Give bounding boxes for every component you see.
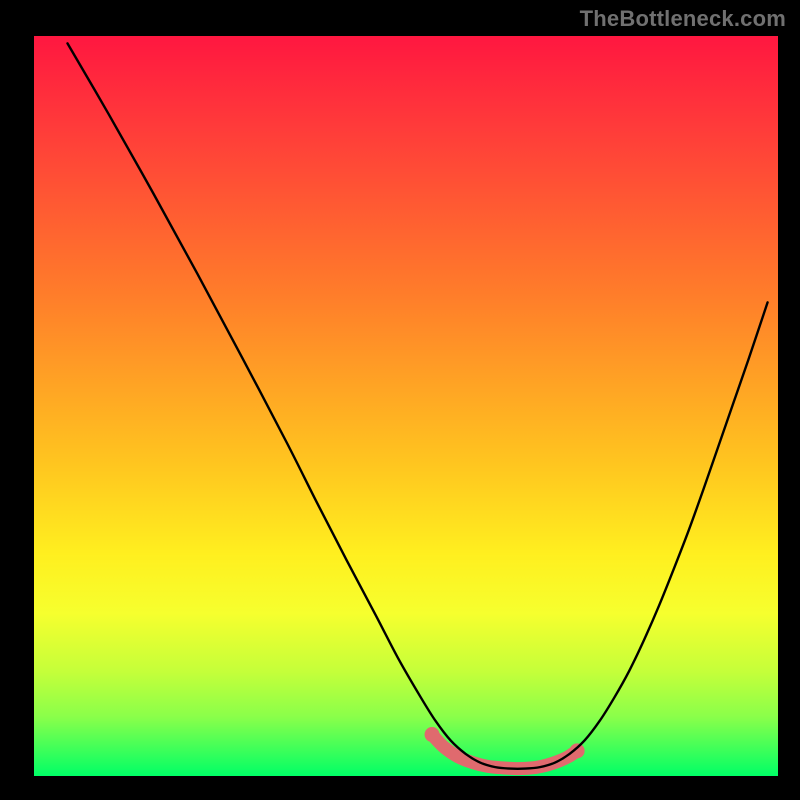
bottleneck-curve: [67, 43, 767, 768]
curve-layer: [0, 0, 800, 800]
watermark-text: TheBottleneck.com: [580, 6, 786, 32]
highlight-dot: [425, 727, 440, 742]
chart-container: TheBottleneck.com: [0, 0, 800, 800]
